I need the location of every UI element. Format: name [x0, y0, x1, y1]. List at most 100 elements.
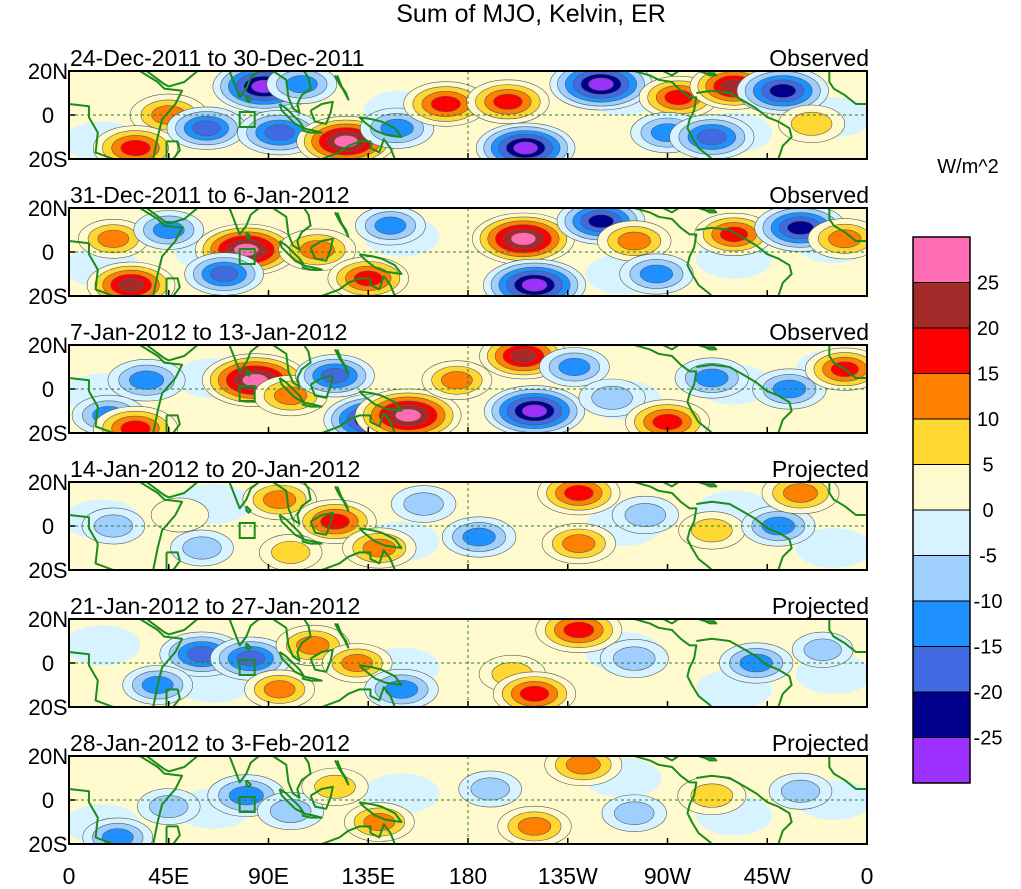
contour-level — [118, 278, 144, 292]
anomaly-field — [69, 756, 867, 844]
coastline — [698, 619, 718, 625]
colorbar-label: 25 — [977, 273, 999, 295]
contour-level — [564, 485, 594, 501]
panel-4: 20N 0 20S 14-Jan-2012 to 20-Jan-2012 Project… — [28, 456, 869, 583]
contour-level — [362, 538, 396, 558]
contour-level — [563, 621, 595, 639]
coastline — [828, 71, 867, 105]
coastline — [358, 664, 403, 686]
coastline — [301, 538, 323, 545]
colorbar-label: -5 — [979, 546, 997, 568]
anomaly-blob — [86, 261, 176, 296]
contour-level — [271, 540, 311, 564]
colorbar-swatch — [912, 646, 971, 693]
colorbar-label: -20 — [974, 682, 1003, 704]
coastline — [662, 482, 680, 488]
contour-level — [588, 214, 614, 229]
colorbar-label: 0 — [982, 500, 993, 522]
colorbar-swatch — [912, 509, 971, 556]
panel-5: 20N 0 20S 21-Jan-2012 to 27-Jan-2012 Project… — [28, 593, 869, 720]
coastline — [272, 619, 312, 662]
anomaly-blob — [257, 791, 325, 831]
contour-level — [493, 93, 523, 110]
coastline — [221, 482, 261, 510]
coastline — [272, 345, 312, 388]
coastline — [633, 482, 713, 570]
contour-level — [803, 638, 842, 662]
coastline — [696, 89, 793, 159]
anomaly-blob — [601, 794, 667, 832]
anomaly-field — [69, 482, 867, 570]
contour-level — [395, 408, 422, 423]
coastline — [662, 619, 680, 625]
contour-level — [617, 231, 651, 251]
contour-level — [120, 420, 151, 433]
contour-level — [695, 368, 729, 388]
coastline — [272, 756, 312, 799]
y-tick-label: 20N — [28, 196, 68, 221]
region-box — [238, 385, 256, 402]
coastline — [245, 642, 252, 651]
contour-level — [790, 111, 833, 136]
contour-level — [263, 680, 296, 699]
contour-level — [269, 799, 312, 823]
coastline — [221, 756, 261, 784]
region-box — [238, 248, 256, 265]
contour-level — [320, 513, 350, 530]
anomaly-field — [69, 71, 867, 159]
anomaly-blob — [535, 619, 623, 653]
coastline — [696, 363, 793, 433]
anomaly-blob — [82, 817, 154, 844]
anomaly-blob — [78, 219, 149, 259]
contour-level — [639, 264, 674, 284]
anomaly-blob — [597, 220, 672, 262]
coastlines — [69, 619, 867, 707]
contour-level — [470, 777, 510, 801]
coastline — [633, 756, 713, 844]
coastline — [696, 500, 793, 570]
anomaly-blob — [107, 359, 186, 402]
anomaly-blob — [403, 81, 489, 127]
units-label: W/m^2 — [937, 156, 999, 178]
coastline — [69, 345, 184, 433]
coastline — [272, 482, 312, 525]
contour-level — [624, 503, 667, 527]
contour-level — [101, 828, 134, 844]
coastline — [828, 756, 867, 790]
coastline — [321, 138, 396, 159]
colorbar-swatch — [912, 373, 971, 420]
coastline — [662, 756, 680, 762]
coastline — [698, 756, 718, 762]
anomaly-blob — [578, 378, 646, 417]
coastline — [334, 485, 350, 512]
coastline — [145, 619, 199, 636]
panel-status: Projected — [772, 456, 869, 482]
coastline — [828, 619, 867, 653]
coastline — [165, 277, 181, 296]
y-tick-label: 0 — [42, 514, 54, 539]
colorbar-label: 5 — [982, 455, 993, 477]
coastline — [221, 71, 261, 99]
anomaly-blob — [807, 218, 867, 260]
colorbar-swatch — [912, 691, 971, 738]
coastline — [358, 253, 403, 275]
contour-level — [510, 349, 537, 363]
anomaly-blob — [483, 258, 586, 296]
panel-6: 20N 0 20S 28-Jan-2012 to 3-Feb-2012 Projecte… — [28, 730, 869, 857]
anomaly-blob — [537, 482, 621, 516]
x-tick-label: 90W — [644, 863, 692, 889]
contour-level — [519, 685, 550, 702]
coastline — [358, 801, 403, 823]
anomaly-blob — [611, 495, 679, 535]
contour-level — [510, 232, 537, 246]
region-box — [238, 111, 256, 128]
contour-level — [769, 83, 797, 98]
coastline — [272, 208, 312, 251]
anomaly-blob — [93, 406, 178, 433]
coastline — [165, 414, 181, 433]
coastline — [301, 401, 323, 408]
anomaly-blob — [166, 106, 247, 150]
coastline — [309, 648, 334, 673]
anomaly-blob — [719, 642, 794, 684]
coastline — [245, 505, 252, 514]
